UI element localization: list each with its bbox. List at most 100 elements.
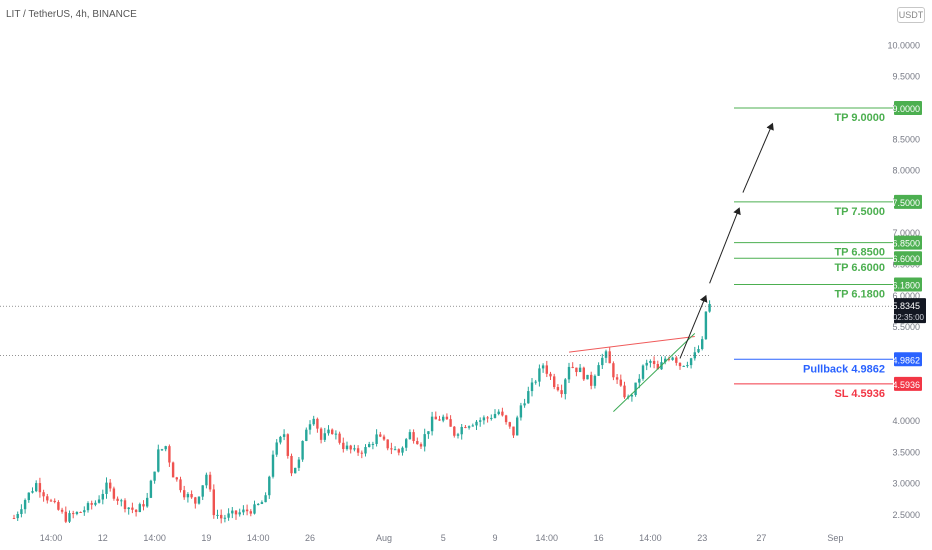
candle-body[interactable] — [131, 507, 134, 510]
candle-body[interactable] — [697, 348, 700, 353]
candle-body[interactable] — [94, 502, 97, 505]
candle-body[interactable] — [675, 357, 678, 363]
candle-body[interactable] — [220, 514, 223, 519]
candle-body[interactable] — [434, 416, 437, 420]
candle-body[interactable] — [142, 504, 145, 507]
candle-body[interactable] — [79, 511, 82, 513]
candle-body[interactable] — [549, 373, 552, 377]
candle-body[interactable] — [312, 418, 315, 425]
candle-body[interactable] — [567, 366, 571, 380]
candle-body[interactable] — [527, 391, 530, 404]
candle-body[interactable] — [379, 434, 382, 437]
candle-body[interactable] — [608, 351, 611, 364]
candle-body[interactable] — [275, 442, 278, 455]
candle-body[interactable] — [264, 495, 267, 503]
candle-body[interactable] — [153, 471, 156, 481]
candle-body[interactable] — [686, 365, 689, 367]
candle-body[interactable] — [371, 443, 375, 445]
candle-body[interactable] — [519, 405, 523, 418]
candle-body[interactable] — [615, 377, 619, 380]
candle-body[interactable] — [541, 365, 545, 369]
candle-body[interactable] — [401, 447, 404, 453]
candle-body[interactable] — [475, 421, 478, 426]
candle-body[interactable] — [238, 512, 241, 515]
currency-badge[interactable]: USDT — [897, 7, 925, 23]
candle-body[interactable] — [138, 504, 141, 513]
candle-body[interactable] — [197, 496, 201, 504]
candle-body[interactable] — [405, 439, 408, 448]
candle-body[interactable] — [360, 452, 363, 454]
candle-body[interactable] — [689, 358, 693, 366]
candle-body[interactable] — [234, 510, 238, 515]
candle-body[interactable] — [294, 467, 297, 474]
candle-body[interactable] — [297, 459, 301, 468]
candle-body[interactable] — [64, 511, 67, 522]
candle-body[interactable] — [634, 382, 637, 396]
candle-body[interactable] — [482, 417, 486, 421]
candle-body[interactable] — [60, 509, 64, 512]
candle-body[interactable] — [593, 375, 597, 386]
candle-body[interactable] — [134, 509, 138, 513]
candle-body[interactable] — [101, 493, 104, 500]
candle-body[interactable] — [23, 500, 27, 510]
candle-body[interactable] — [331, 429, 334, 435]
candle-body[interactable] — [305, 429, 308, 441]
candle-body[interactable] — [194, 497, 197, 504]
candle-body[interactable] — [353, 448, 356, 450]
candle-body[interactable] — [412, 432, 415, 442]
candle-body[interactable] — [72, 513, 75, 515]
candle-body[interactable] — [512, 426, 515, 436]
candle-body[interactable] — [20, 509, 23, 515]
candle-body[interactable] — [323, 433, 326, 440]
candle-body[interactable] — [604, 351, 608, 358]
candle-body[interactable] — [523, 403, 526, 406]
candle-body[interactable] — [268, 476, 271, 496]
candle-body[interactable] — [12, 518, 16, 520]
candle-body[interactable] — [490, 417, 493, 419]
candle-body[interactable] — [630, 395, 634, 397]
candle-body[interactable] — [286, 434, 289, 456]
candle-body[interactable] — [516, 417, 519, 436]
candle-body[interactable] — [146, 497, 149, 507]
candle-body[interactable] — [249, 511, 252, 514]
candle-body[interactable] — [149, 480, 153, 498]
candle-body[interactable] — [693, 352, 696, 359]
candle-body[interactable] — [534, 381, 537, 383]
candle-body[interactable] — [464, 426, 467, 428]
projection-arrow[interactable] — [742, 122, 774, 193]
candle-body[interactable] — [423, 434, 426, 447]
candle-body[interactable] — [556, 387, 560, 391]
candle-body[interactable] — [508, 422, 511, 427]
candle-body[interactable] — [601, 357, 604, 366]
candle-body[interactable] — [438, 419, 441, 421]
candle-body[interactable] — [127, 507, 130, 510]
candle-body[interactable] — [279, 436, 282, 443]
candle-body[interactable] — [334, 433, 338, 435]
candle-body[interactable] — [449, 419, 452, 427]
candle-body[interactable] — [16, 514, 19, 519]
candle-body[interactable] — [83, 510, 86, 513]
candle-body[interactable] — [416, 441, 419, 445]
candle-body[interactable] — [327, 429, 330, 434]
candle-body[interactable] — [201, 485, 204, 497]
candle-body[interactable] — [356, 448, 360, 453]
triangle-upper-line[interactable] — [568, 335, 695, 353]
candle-body[interactable] — [368, 444, 371, 448]
candle-body[interactable] — [442, 416, 445, 421]
candle-body[interactable] — [316, 418, 319, 429]
candle-body[interactable] — [427, 431, 430, 435]
candle-body[interactable] — [578, 367, 582, 373]
candle-body[interactable] — [479, 420, 482, 422]
candle-body[interactable] — [586, 374, 589, 380]
candle-body[interactable] — [364, 447, 367, 454]
candle-body[interactable] — [471, 425, 474, 427]
candle-body[interactable] — [260, 502, 264, 504]
candle-body[interactable] — [504, 415, 508, 423]
candle-body[interactable] — [493, 414, 497, 418]
candle-body[interactable] — [257, 503, 260, 505]
candle-body[interactable] — [590, 374, 593, 386]
candle-body[interactable] — [486, 417, 489, 419]
candle-body[interactable] — [227, 513, 230, 518]
candle-body[interactable] — [538, 368, 541, 382]
